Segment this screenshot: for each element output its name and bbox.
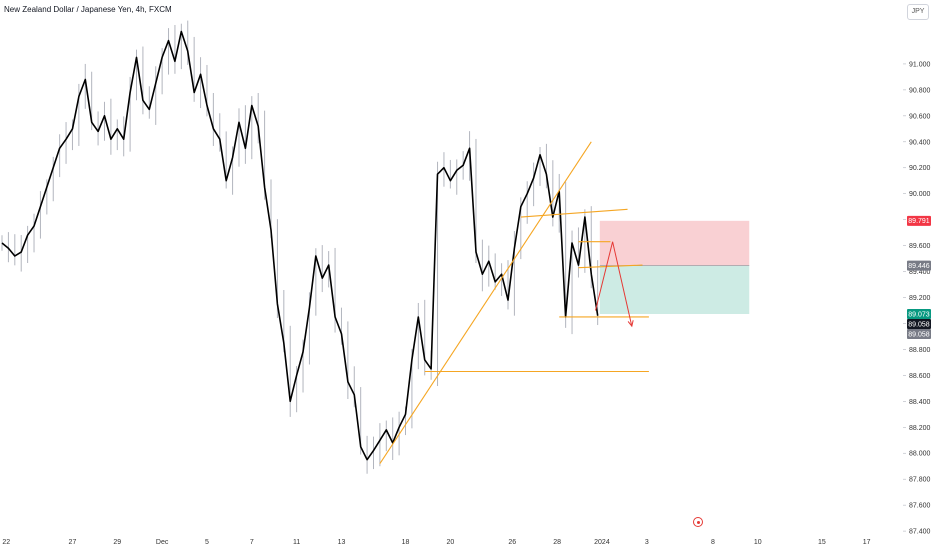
time-axis: 22 27 29 Dec 5 7 11 13 18 20 26 28 2024 3 8 10 15 17 xyxy=(2,539,870,546)
trend-line xyxy=(379,141,592,464)
price-line xyxy=(1,30,599,461)
y-tick-label: 89.400 xyxy=(909,269,931,276)
x-tick-label: 7 xyxy=(250,539,254,546)
y-tick-label: 88.400 xyxy=(909,399,931,406)
price-tags: 89.791 89.446 89.073 89.058 89.058 xyxy=(907,215,931,339)
x-tick-label: 22 xyxy=(2,539,10,546)
position-zones xyxy=(599,220,750,314)
y-tick-label: 90.400 xyxy=(909,139,931,146)
price-tag-label: 89.058 xyxy=(908,331,930,338)
x-tick-label: 26 xyxy=(508,539,516,546)
stop-loss-zone xyxy=(599,220,750,266)
x-tick-label: Dec xyxy=(156,539,169,546)
x-tick-label: 10 xyxy=(754,539,762,546)
y-tick-label: 87.800 xyxy=(909,477,931,484)
y-tick-label: 90.600 xyxy=(909,113,931,120)
price-tag-label: 89.791 xyxy=(908,218,930,225)
y-tick-label: 88.800 xyxy=(909,347,931,354)
y-tick-label: 88.600 xyxy=(909,373,931,380)
y-tick-label: 91.000 xyxy=(909,61,931,68)
trend-line xyxy=(520,208,628,218)
x-tick-label: 20 xyxy=(446,539,454,546)
price-wicks xyxy=(1,20,599,474)
forecast-path xyxy=(595,241,634,328)
x-tick-label: 15 xyxy=(818,539,826,546)
x-tick-label: 5 xyxy=(205,539,209,546)
forecast-line xyxy=(595,241,633,327)
price-tag xyxy=(907,309,931,319)
price-tag xyxy=(907,329,931,339)
price-axis: 91.00090.80090.60090.40090.20090.00089.8… xyxy=(903,61,931,536)
take-profit-zone xyxy=(599,265,750,314)
trend-lines xyxy=(379,141,649,464)
y-tick-label: 89.600 xyxy=(909,243,931,250)
x-tick-label: 28 xyxy=(553,539,561,546)
price-tag xyxy=(907,260,931,271)
price-tag xyxy=(907,215,931,226)
y-tick-label: 87.600 xyxy=(909,503,931,510)
y-tick-label: 88.200 xyxy=(909,425,931,432)
trend-line xyxy=(578,264,643,269)
y-tick-label: 88.000 xyxy=(909,451,931,458)
x-tick-label: 3 xyxy=(645,539,649,546)
price-line-group xyxy=(1,30,599,461)
price-tag-label: 89.073 xyxy=(908,311,930,318)
price-tag-label: 89.446 xyxy=(908,263,930,270)
alert-icon[interactable] xyxy=(693,517,703,527)
x-tick-label: 27 xyxy=(69,539,77,546)
y-tick-label: 90.800 xyxy=(909,87,931,94)
x-tick-label: 8 xyxy=(711,539,715,546)
x-tick-label: 2024 xyxy=(594,539,610,546)
x-tick-label: 18 xyxy=(402,539,410,546)
currency-badge[interactable]: JPY xyxy=(907,4,929,20)
x-tick-label: 29 xyxy=(113,539,121,546)
x-tick-label: 13 xyxy=(338,539,346,546)
symbol-title: New Zealand Dollar / Japanese Yen, 4h, F… xyxy=(4,5,172,14)
forecast-arrowhead xyxy=(627,320,634,328)
y-tick-label: 90.200 xyxy=(909,165,931,172)
price-tag xyxy=(907,319,931,329)
y-tick-label: 89.200 xyxy=(909,295,931,302)
x-tick-label: 17 xyxy=(863,539,871,546)
x-tick-label: 11 xyxy=(293,539,300,546)
y-tick-label: 87.400 xyxy=(909,529,931,536)
price-tag-label: 89.058 xyxy=(908,321,930,328)
y-tick-label: 90.000 xyxy=(909,191,931,198)
